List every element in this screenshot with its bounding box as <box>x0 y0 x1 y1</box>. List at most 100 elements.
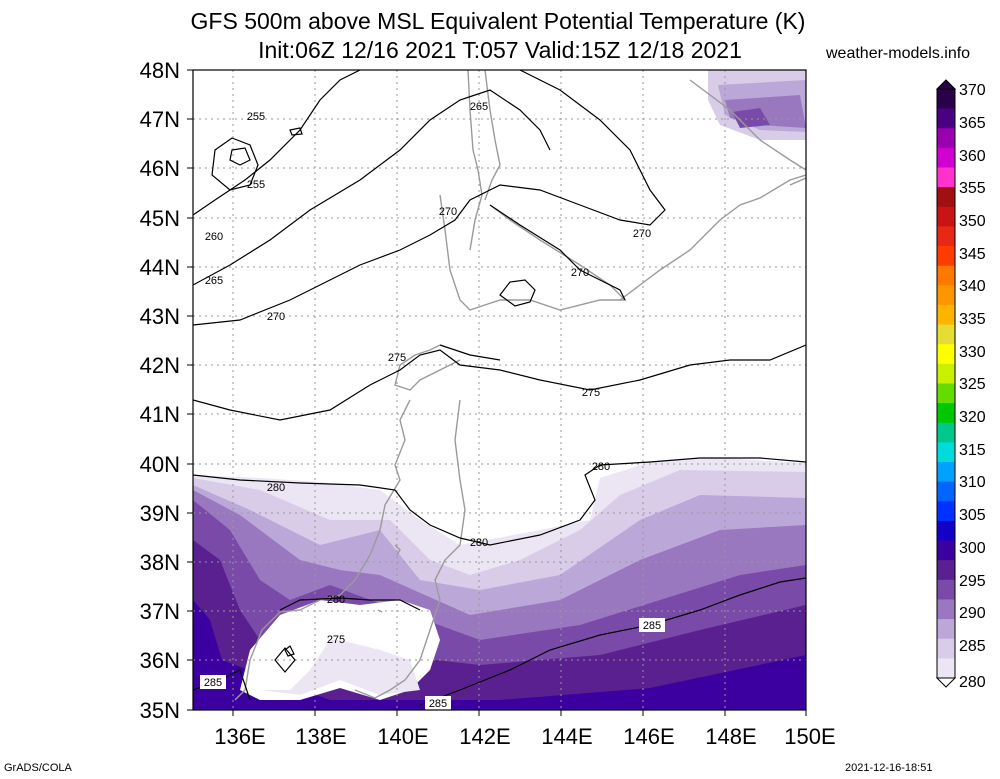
contours <box>193 70 806 706</box>
lon-label: 144E <box>541 724 592 749</box>
sakhalin-coast <box>467 70 501 251</box>
lon-label: 148E <box>705 724 756 749</box>
lat-label: 45N <box>140 206 180 231</box>
lat-label: 40N <box>140 452 180 477</box>
colorbar-segment <box>937 246 955 267</box>
colorbar-label: 325 <box>959 376 986 393</box>
colorbar-segment <box>937 462 955 483</box>
lat-label: 43N <box>140 304 180 329</box>
contour-label: 275 <box>327 634 345 646</box>
colorbar-segment <box>937 383 955 404</box>
contour-label: 270 <box>571 267 589 279</box>
colorbar-segment <box>937 481 955 502</box>
contour-label: 255 <box>247 111 265 123</box>
colorbar-segment <box>937 226 955 247</box>
colorbar-segment <box>937 265 955 286</box>
lat-label: 39N <box>140 501 180 526</box>
contour-label: 285 <box>429 698 447 710</box>
colorbar-label: 305 <box>959 507 986 524</box>
contour-label: 260 <box>205 231 223 243</box>
colorbar-label: 330 <box>959 344 986 361</box>
lat-label: 38N <box>140 550 180 575</box>
colorbar-segment <box>937 599 955 620</box>
colorbar-segment <box>937 285 955 306</box>
colorbar-segment <box>937 344 955 365</box>
honshu-north-coast <box>234 399 466 701</box>
software-credit: GrADS/COLA <box>4 762 72 774</box>
lon-label: 140E <box>377 724 428 749</box>
colorbar-label: 355 <box>959 180 986 197</box>
colorbar-label: 315 <box>959 442 986 459</box>
colorbar-segment <box>937 363 955 384</box>
hokkaido-coast <box>394 194 627 391</box>
colorbar-label: 280 <box>959 674 986 691</box>
colorbar-segment <box>937 304 955 326</box>
contour-label: 280 <box>470 537 488 549</box>
latitude-labels: 48N 47N 46N 45N 44N 43N 42N 41N 40N 39N … <box>140 58 180 723</box>
contour-label: 280 <box>267 482 285 494</box>
contour-label: 270 <box>267 311 285 323</box>
lon-label: 142E <box>459 724 510 749</box>
contour-260 <box>193 70 361 216</box>
colorbar-top-arrow <box>935 79 957 90</box>
lat-label: 44N <box>140 255 180 280</box>
lat-label: 46N <box>140 156 180 181</box>
contour-255 <box>211 137 259 191</box>
contour-label: 270 <box>439 206 457 218</box>
chart-subtitle: Init:06Z 12/16 2021 T:057 Valid:15Z 12/1… <box>258 37 742 63</box>
colorbar-segment <box>937 638 955 659</box>
contour-280 <box>193 457 806 546</box>
colorbar-segment <box>937 540 955 561</box>
colorbar-label: 290 <box>959 605 986 622</box>
colorbar-segment <box>937 403 955 424</box>
contour-label: 280 <box>327 594 345 606</box>
colorbar-labels: 370 365 360 355 350 345 340 335 330 325 … <box>959 82 986 691</box>
colorbar-segment <box>937 324 955 345</box>
kuril-coast <box>619 174 806 301</box>
misc-islands <box>377 544 401 613</box>
colorbar-label: 365 <box>959 115 986 132</box>
colorbar-label: 300 <box>959 540 986 557</box>
lon-label: 136E <box>214 724 265 749</box>
coastlines <box>234 70 806 701</box>
colorbar-segment <box>937 422 955 443</box>
lon-label: 146E <box>623 724 674 749</box>
sea-of-okhotsk-coast <box>689 79 806 171</box>
contour-label: 275 <box>388 352 406 364</box>
colorbar-segment <box>937 89 955 110</box>
contour-label: 285 <box>204 677 222 689</box>
colorbar-label: 345 <box>959 246 986 263</box>
lat-label: 48N <box>140 58 180 83</box>
shade-295 <box>193 600 806 710</box>
colorbar: 370 365 360 355 350 345 340 335 330 325 … <box>935 79 986 691</box>
colorbar-segment <box>937 128 955 149</box>
contour-label: 255 <box>247 179 265 191</box>
colorbar-label: 335 <box>959 311 986 328</box>
contour-label: 270 <box>633 228 651 240</box>
colorbar-segment <box>937 108 955 129</box>
lat-label: 47N <box>140 107 180 132</box>
lat-lon-grid <box>193 70 806 710</box>
contour-275 <box>193 344 806 421</box>
colorbar-label: 350 <box>959 213 986 230</box>
lon-label: 150E <box>784 724 835 749</box>
longitude-labels: 136E 138E 140E 142E 144E 146E 148E 150E <box>214 724 835 749</box>
colorbar-segment <box>937 442 955 463</box>
colorbar-label: 320 <box>959 409 986 426</box>
colorbar-bottom-arrow <box>935 677 957 688</box>
contour-270 <box>193 70 666 326</box>
lat-label: 35N <box>140 698 180 723</box>
chart-title: GFS 500m above MSL Equivalent Potential … <box>190 8 806 34</box>
colorbar-segment <box>937 579 955 600</box>
lat-label: 41N <box>140 402 180 427</box>
colorbar-label: 310 <box>959 474 986 491</box>
colorbar-segment <box>937 658 955 679</box>
contour-label: 275 <box>582 387 600 399</box>
colorbar-label: 340 <box>959 278 986 295</box>
colorbar-segment <box>937 167 955 188</box>
map-frame <box>192 69 807 711</box>
render-timestamp: 2021-12-16-18:51 <box>845 762 933 774</box>
contour-265 <box>193 89 551 286</box>
colorbar-label: 285 <box>959 638 986 655</box>
